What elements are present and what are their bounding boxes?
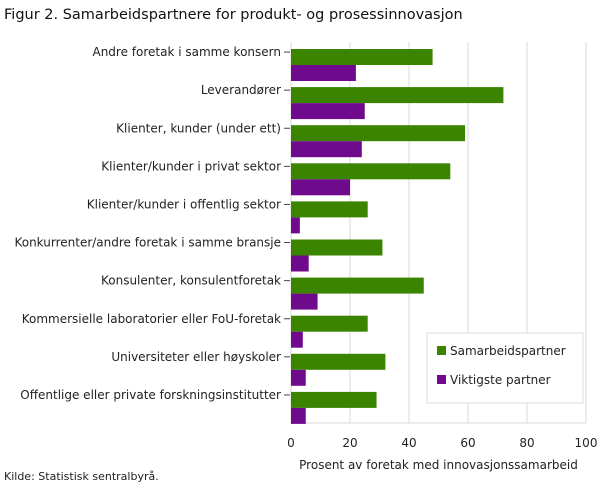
category-label: Andre foretak i samme konsern <box>92 45 281 59</box>
category-label: Konsulenter, konsulentforetak <box>101 274 281 288</box>
bar-viktigste <box>291 293 318 310</box>
category-label: Klienter/kunder i offentlig sektor <box>87 197 281 211</box>
x-tick-label: 80 <box>519 436 534 450</box>
bar-samarbeid <box>291 391 377 408</box>
bar-viktigste <box>291 141 362 158</box>
category-label: Offentlige eller private forskningsinsti… <box>20 388 281 402</box>
legend-label: Viktigste partner <box>450 373 551 387</box>
bar-viktigste <box>291 217 300 234</box>
bar-samarbeid <box>291 163 451 180</box>
x-tick-label: 0 <box>287 436 295 450</box>
bar-viktigste <box>291 103 365 120</box>
bar-viktigste <box>291 407 306 424</box>
legend-label: Samarbeidspartner <box>450 344 566 358</box>
chart-title: Figur 2. Samarbeidspartnere for produkt-… <box>4 7 463 23</box>
legend-swatch <box>437 375 446 384</box>
bar-viktigste <box>291 65 356 81</box>
category-label: Klienter, kunder (under ett) <box>116 121 281 135</box>
category-label: Universiteter eller høyskoler <box>111 350 281 364</box>
x-tick-label: 100 <box>575 436 598 450</box>
bar-viktigste <box>291 255 309 272</box>
legend <box>426 332 584 404</box>
bar-viktigste <box>291 369 306 386</box>
bar-samarbeid <box>291 49 433 65</box>
bar-samarbeid <box>291 201 368 218</box>
bar-viktigste <box>291 331 303 348</box>
legend-swatch <box>437 346 446 355</box>
category-label: Konkurrenter/andre foretak i samme brans… <box>14 236 281 250</box>
bar-samarbeid <box>291 239 383 256</box>
bar-samarbeid <box>291 125 466 142</box>
source-note: Kilde: Statistisk sentralbyrå. <box>4 470 159 483</box>
x-axis-label: Prosent av foretak med innovasjonssamarb… <box>299 458 578 472</box>
x-tick-label: 40 <box>401 436 416 450</box>
x-tick-label: 20 <box>342 436 357 450</box>
category-label: Leverandører <box>201 83 281 97</box>
x-tick-label: 60 <box>460 436 475 450</box>
bar-samarbeid <box>291 315 368 332</box>
bar-viktigste <box>291 179 350 196</box>
category-label: Kommersielle laboratorier eller FoU-fore… <box>22 312 281 326</box>
bar-samarbeid <box>291 87 504 104</box>
bar-samarbeid <box>291 277 424 294</box>
bar-samarbeid <box>291 353 386 370</box>
category-label: Klienter/kunder i privat sektor <box>101 159 281 173</box>
